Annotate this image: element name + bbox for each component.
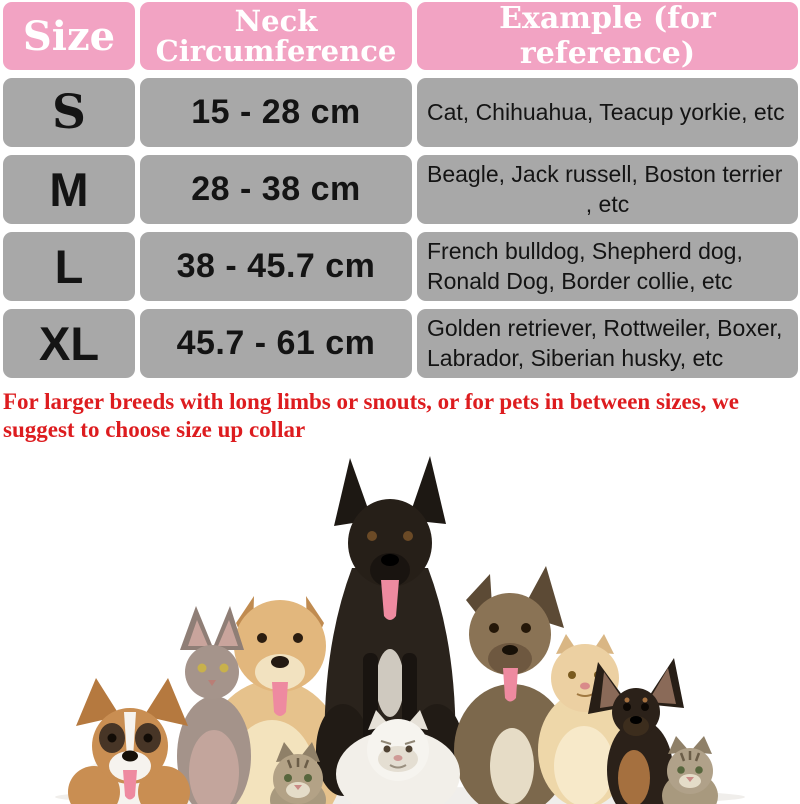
size-label-s: S: [3, 78, 135, 147]
size-label-m: M: [3, 155, 135, 224]
example-line: Golden retriever, Rottweiler, Boxer,: [427, 314, 783, 341]
neck-range-l: 38 - 45.7 cm: [140, 232, 412, 301]
example-line: Ronald Dog, Border collie, etc: [427, 267, 733, 294]
neck-range-s: 15 - 28 cm: [140, 78, 412, 147]
pets-group-photo: [55, 456, 745, 804]
min-pin-puppy-illustration: [588, 658, 684, 804]
example-line: Beagle, Jack russell, Boston terrier: [427, 160, 783, 187]
shepherd-puppy-illustration: [454, 566, 570, 804]
corgi-puppy-illustration: [68, 678, 190, 804]
column-header-example: Example (for reference): [417, 1, 798, 71]
example-breeds-s: Cat, Chihuahua, Teacup yorkie, etc: [417, 78, 798, 147]
example-breeds-l: French bulldog, Shepherd dog, Ronald Dog…: [417, 232, 798, 301]
example-line: , etc: [585, 190, 630, 217]
tabby-kitten-right-illustration: [662, 736, 718, 804]
tabby-kitten-left-illustration: [270, 742, 326, 804]
size-chart-table: Size Neck Circumference Example (for ref…: [0, 0, 800, 378]
example-line: French bulldog, Shepherd dog,: [427, 237, 743, 264]
neck-range-m: 28 - 38 cm: [140, 155, 412, 224]
example-line: Labrador, Siberian husky, etc: [427, 344, 724, 371]
example-breeds-m: Beagle, Jack russell, Boston terrier , e…: [417, 155, 798, 224]
example-breeds-xl: Golden retriever, Rottweiler, Boxer, Lab…: [417, 309, 798, 378]
sizing-advisory-note: For larger breeds with long limbs or sno…: [3, 389, 739, 443]
column-header-neck-circumference: Neck Circumference: [140, 2, 412, 70]
size-label-l: L: [3, 232, 135, 301]
column-header-size: Size: [3, 2, 135, 70]
neck-range-xl: 45.7 - 61 cm: [140, 309, 412, 378]
white-persian-cat-illustration: [336, 710, 460, 804]
sphynx-cat-illustration: [177, 606, 251, 804]
example-line: Cat, Chihuahua, Teacup yorkie, etc: [427, 98, 785, 125]
size-label-xl: XL: [3, 309, 135, 378]
